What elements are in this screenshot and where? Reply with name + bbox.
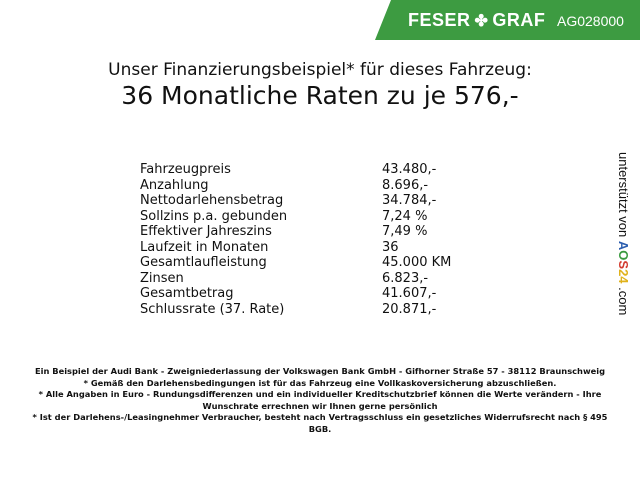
row-label: Effektiver Jahreszins [140,224,272,239]
aos24-logo-s: S [616,260,631,270]
row-label: Nettodarlehensbetrag [140,193,284,208]
disclaimer-withdrawal: * Ist der Darlehens-/Leasingnehmer Verbr… [32,412,608,434]
row-label: Sollzins p.a. gebunden [140,208,288,224]
brand-banner [375,0,640,40]
table-row: Gesamtbetrag 41.607,- [140,286,451,302]
dealer-code: AG028000 [557,13,624,29]
row-label: Gesamtlaufleistung [140,255,267,270]
row-value: 34.784,- [382,193,437,208]
side-suffix: .com [616,287,631,316]
row-label: Schlussrate (37. Rate) [140,301,285,317]
finance-table: Fahrzeugpreis 43.480,- Anzahlung 8.696,- N… [140,162,451,317]
row-value: 8.696,- [382,177,429,193]
disclaimer-currency: * Alle Angaben in Euro - Rundungsdiffere… [38,389,602,411]
row-label: Gesamtbetrag [140,286,234,301]
title-line2: 36 Monatliche Raten zu je 576,- [121,81,519,110]
row-value: 7,49 % [382,224,428,239]
row-value: 7,24 % [382,208,428,224]
disclaimer: Ein Beispiel der Audi Bank - Zweignieder… [30,366,610,435]
table-row: Effektiver Jahreszins 7,49 % [140,224,451,240]
row-label: Anzahlung [140,177,209,193]
row-label: Zinsen [140,270,184,286]
row-value: 41.607,- [382,286,437,301]
disclaimer-bank: Ein Beispiel der Audi Bank - Zweignieder… [34,366,606,376]
brand-right: GRAF [492,10,546,30]
table-row: Schlussrate (37. Rate) 20.871,- [140,302,451,318]
table-row: Gesamtlaufleistung 45.000 KM [140,255,451,271]
row-label: Fahrzeugpreis [140,162,231,177]
aos24-logo-o: O [616,250,631,261]
aos24-logo-a: A [616,240,631,251]
aos24-logo-24: 24 [616,269,631,284]
table-row: Nettodarlehensbetrag 34.784,- [140,193,451,209]
table-row: Zinsen 6.823,- [140,271,451,287]
brand-left: FESER [408,10,471,30]
row-label: Laufzeit in Monaten [140,239,269,255]
side-prefix: unterstützt von [616,152,631,241]
table-row: Fahrzeugpreis 43.480,- [140,162,451,178]
table-row: Laufzeit in Monaten 36 [140,240,451,256]
row-value: 43.480,- [382,162,437,177]
disclaimer-insurance: * Gemäß den Darlehensbedingungen ist für… [83,377,557,388]
row-value: 36 [382,239,399,255]
table-row: Sollzins p.a. gebunden 7,24 % [140,209,451,225]
clover-icon: ✤ [474,12,489,30]
row-value: 45.000 KM [382,255,452,270]
title-line1: Unser Finanzierungsbeispiel* für dieses … [108,60,532,80]
row-value: 6.823,- [382,270,429,286]
brand-logo: FESER ✤ GRAF [408,10,545,31]
row-value: 20.871,- [382,301,437,317]
supported-by-aos24: unterstützt von AOS24 .com [616,152,631,315]
table-row: Anzahlung 8.696,- [140,178,451,194]
